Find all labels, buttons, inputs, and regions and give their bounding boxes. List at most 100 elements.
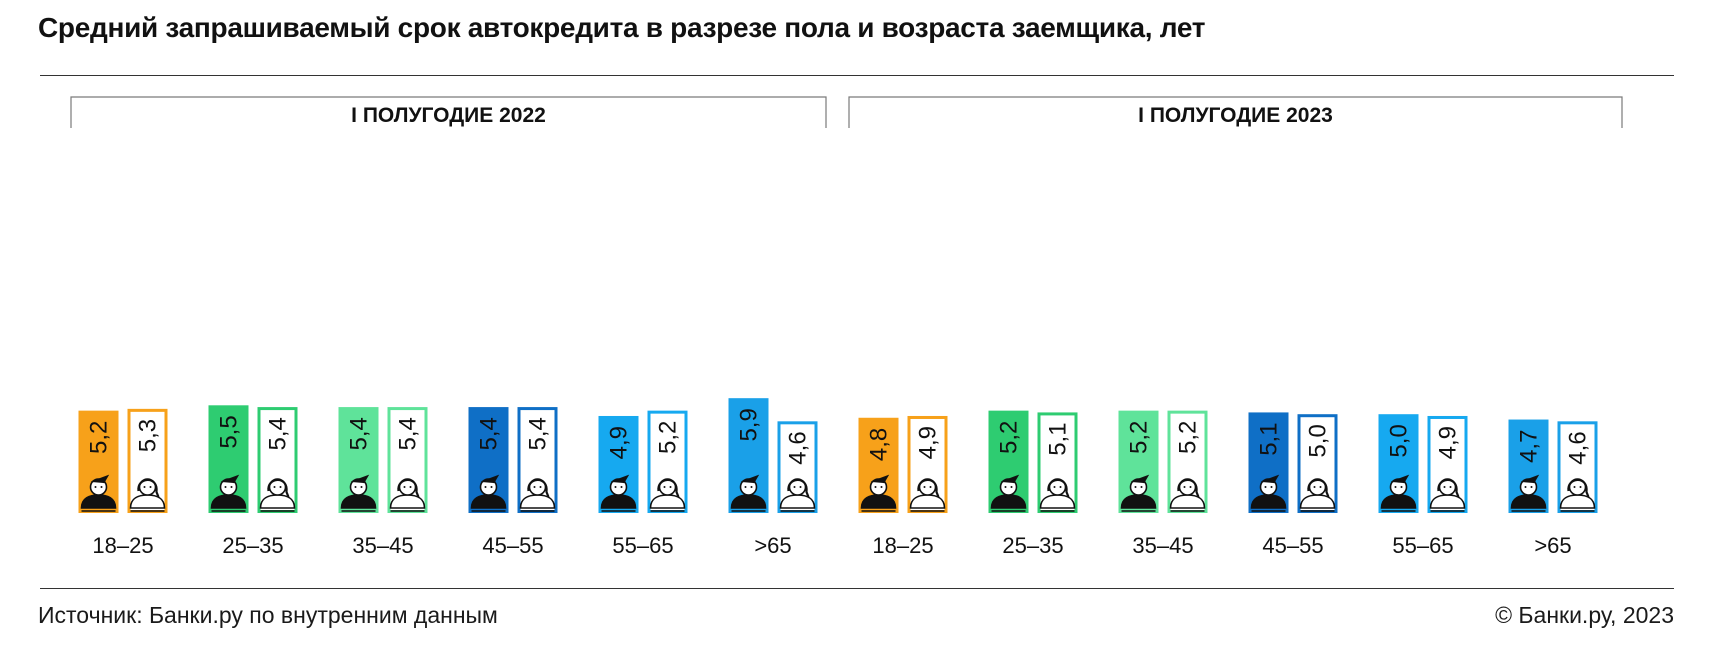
bar-value-label: 4,6 <box>1565 431 1592 464</box>
bar-male: 5,2 <box>1118 410 1159 513</box>
person-hair <box>1521 474 1540 484</box>
person-shoulders <box>1039 494 1076 509</box>
person-hair <box>91 474 110 484</box>
person-shoulders <box>990 494 1027 509</box>
person-hair <box>1437 478 1460 498</box>
category-label: 18–25 <box>872 533 933 558</box>
person-shoulders <box>779 494 816 509</box>
period-bracket <box>848 96 1623 128</box>
bar-value-label: 5,2 <box>1175 421 1202 454</box>
person-eye <box>230 486 233 488</box>
person-eye <box>1524 486 1527 488</box>
category-label: 55–65 <box>612 533 673 558</box>
person-shoulders <box>340 494 377 509</box>
person-eye <box>1394 486 1397 488</box>
person-eye <box>799 486 802 488</box>
bar-value-label: 4,9 <box>1435 426 1462 459</box>
bar-female: 5,3 <box>127 408 168 513</box>
person-eye <box>354 486 357 488</box>
person-eye <box>1573 486 1576 488</box>
bar-female: 4,6 <box>1557 421 1598 514</box>
person-shoulders <box>1429 494 1466 509</box>
person-eye <box>1530 486 1533 488</box>
person-eye <box>1319 486 1322 488</box>
person-eye <box>484 486 487 488</box>
person-eye <box>360 486 363 488</box>
person-eye <box>620 486 623 488</box>
bar-value-label: 5,1 <box>1045 422 1072 455</box>
person-eye <box>1004 486 1007 488</box>
bar-male: 4,9 <box>598 415 639 513</box>
person-hair <box>657 478 680 498</box>
bar-male: 5,4 <box>338 407 379 513</box>
person-eye <box>224 486 227 488</box>
person-eye <box>1449 486 1452 488</box>
bar-value-label: 4,8 <box>866 428 893 461</box>
person-eye <box>149 486 152 488</box>
category-label: 18–25 <box>92 533 153 558</box>
bar-female: 4,6 <box>777 421 818 514</box>
person-eye <box>1140 486 1143 488</box>
person-shoulders <box>1510 494 1547 509</box>
bar-value-label: 4,7 <box>1516 430 1543 463</box>
person-eye <box>539 486 542 488</box>
period-title: I ПОЛУГОДИЕ 2022 <box>351 104 546 127</box>
bar-male: 4,8 <box>858 417 899 513</box>
bar-value-label: 5,0 <box>1386 424 1413 457</box>
bar-female: 5,4 <box>517 407 558 513</box>
bar-female: 5,1 <box>1037 412 1078 514</box>
bar-male: 5,2 <box>78 410 119 513</box>
bar-value-label: 5,5 <box>216 415 243 448</box>
bar-female: 4,9 <box>1427 415 1468 514</box>
person-hair <box>1567 478 1590 498</box>
person-eye <box>1400 486 1403 488</box>
category-label: 35–45 <box>1132 533 1193 558</box>
bottom-divider <box>40 588 1674 589</box>
bar-female: 5,0 <box>1297 414 1338 514</box>
bar-male: 5,5 <box>208 405 249 513</box>
person-eye <box>1053 486 1056 488</box>
person-hair <box>611 474 630 484</box>
person-hair <box>481 474 500 484</box>
person-hair <box>1391 474 1410 484</box>
person-shoulders <box>730 494 767 509</box>
person-eye <box>1270 486 1273 488</box>
bar-rect <box>907 415 948 514</box>
person-eye <box>669 486 672 488</box>
person-hair <box>351 474 370 484</box>
bar-value-label: 5,1 <box>1256 422 1283 455</box>
bar-male: 5,1 <box>1248 412 1289 513</box>
person-eye <box>1313 486 1316 488</box>
person-shoulders <box>860 494 897 509</box>
period-bracket <box>70 96 827 128</box>
bar-male: 5,4 <box>468 407 509 513</box>
category-label: 45–55 <box>1262 533 1323 558</box>
top-divider <box>40 75 1674 76</box>
bar-value-label: 4,9 <box>606 426 633 459</box>
bar-value-label: 5,3 <box>135 419 162 452</box>
person-eye <box>874 486 877 488</box>
person-eye <box>490 486 493 488</box>
bar-value-label: 5,4 <box>395 417 422 450</box>
bar-rect <box>777 421 818 514</box>
person-shoulders <box>1380 494 1417 509</box>
bar-value-label: 5,2 <box>996 421 1023 454</box>
person-shoulders <box>1169 494 1206 509</box>
bar-value-label: 5,4 <box>476 417 503 450</box>
person-shoulders <box>470 494 507 509</box>
person-eye <box>744 486 747 488</box>
person-eye <box>409 486 412 488</box>
person-eye <box>533 486 536 488</box>
person-hair <box>1001 474 1020 484</box>
person-eye <box>143 486 146 488</box>
copyright: © Банки.ру, 2023 <box>1495 602 1674 628</box>
person-hair <box>1177 478 1200 498</box>
category-label: 25–35 <box>222 533 283 558</box>
bar-female: 5,2 <box>647 410 688 514</box>
person-shoulders <box>80 494 117 509</box>
bar-value-label: 5,4 <box>265 417 292 450</box>
person-shoulders <box>649 494 686 509</box>
bar-value-label: 5,0 <box>1305 424 1332 457</box>
person-hair <box>917 478 940 498</box>
category-label: 45–55 <box>482 533 543 558</box>
